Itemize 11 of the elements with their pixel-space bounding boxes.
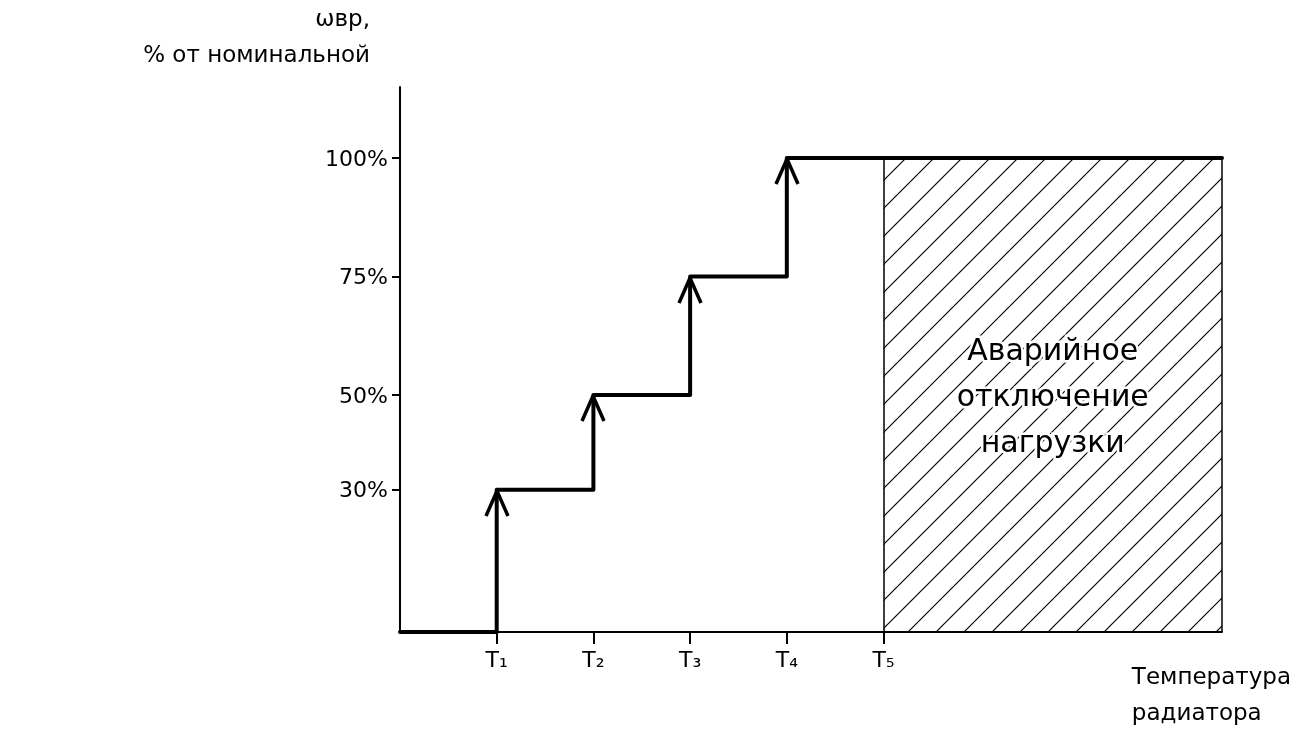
- y-tick-label: 75%: [339, 264, 388, 290]
- x-tick-label: T₄: [774, 646, 799, 672]
- x-tick-label: T₁: [484, 646, 508, 672]
- x-tick-label: T₅: [871, 646, 895, 672]
- y-tick-label: 100%: [325, 145, 388, 171]
- x-axis-title: Температура радиатора: [1130, 663, 1291, 725]
- y-tick-label: 50%: [339, 382, 388, 408]
- y-tick-label: 30%: [339, 477, 388, 503]
- x-tick-label: T₃: [677, 646, 702, 672]
- x-tick-label: T₂: [581, 646, 605, 672]
- y-axis-title: ωвр, % от номинальной: [143, 5, 370, 67]
